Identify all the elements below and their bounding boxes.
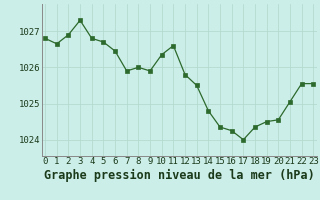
X-axis label: Graphe pression niveau de la mer (hPa): Graphe pression niveau de la mer (hPa) <box>44 169 315 182</box>
